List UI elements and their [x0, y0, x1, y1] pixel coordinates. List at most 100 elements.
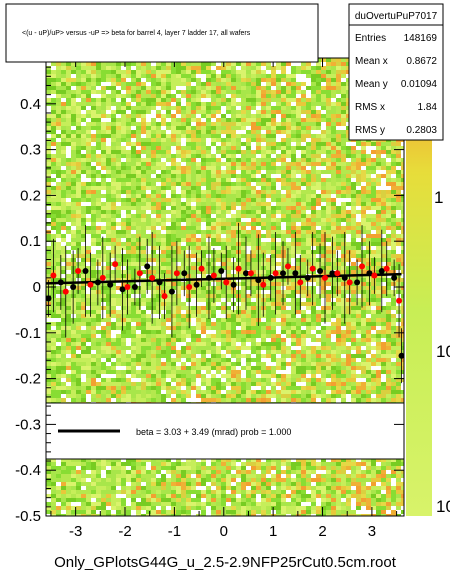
- x-tick-label: 1: [269, 523, 277, 540]
- data-point: [149, 274, 156, 281]
- data-point: [255, 277, 262, 284]
- x-tick-label: 3: [368, 523, 376, 540]
- data-point: [329, 270, 336, 277]
- data-point: [124, 284, 131, 290]
- chart-title: <(u - uP)/uP> versus -uP => beta for bar…: [22, 30, 251, 37]
- y-tick-label: 0: [33, 279, 41, 296]
- colorbar-label-10-bottom: 10: [436, 497, 450, 516]
- data-point: [136, 270, 143, 277]
- data-point: [218, 267, 225, 274]
- y-tick-label: 0.2: [20, 187, 41, 204]
- data-point: [210, 272, 217, 279]
- data-point: [317, 267, 324, 274]
- data-point: [173, 270, 180, 277]
- data-point: [107, 281, 114, 288]
- data-point: [334, 270, 341, 277]
- x-tick-label: 2: [318, 523, 326, 540]
- data-point: [119, 286, 126, 293]
- data-point: [205, 274, 212, 281]
- data-point: [304, 274, 311, 281]
- colorbar-label-1: 1: [434, 188, 443, 207]
- data-point: [378, 267, 385, 274]
- y-tick-label: 0.4: [20, 96, 41, 113]
- title-box: <(u - uP)/uP> versus -uP => beta for bar…: [5, 3, 319, 63]
- data-point: [186, 284, 193, 290]
- data-point: [354, 279, 361, 286]
- data-point: [280, 270, 287, 277]
- data-point: [82, 267, 89, 274]
- stats-rms-x-value: 1.84: [418, 102, 438, 113]
- data-point: [242, 270, 249, 277]
- data-point: [198, 265, 205, 272]
- data-point: [260, 281, 267, 288]
- data-point: [87, 281, 94, 288]
- stats-box: duOvertuPuP7017 Entries 148169 Mean x 0.…: [348, 3, 444, 141]
- data-point: [235, 265, 242, 272]
- fit-line: [45, 272, 402, 285]
- data-point: [391, 274, 398, 281]
- data-point: [341, 274, 348, 281]
- colorbar-label-10: 10: [436, 342, 450, 361]
- axes: -3 -2 -1 0 1 2 3 -0.5 -0.4 -0.3 -0.2 -0.1 0 0.1 0.2 0.3…: [15, 58, 404, 540]
- data-point: [193, 281, 200, 288]
- stats-rms-y-label: RMS y: [355, 125, 385, 136]
- data-point: [70, 284, 77, 290]
- data-point: [247, 270, 254, 277]
- data-point: [57, 279, 64, 286]
- data-point: [46, 295, 52, 302]
- data-point: [309, 265, 316, 272]
- data-point: [383, 265, 390, 272]
- data-point: [94, 279, 101, 286]
- y-tick-label: -0.4: [15, 462, 41, 479]
- x-tick-label: -1: [168, 523, 181, 540]
- stats-entries-label: Entries: [355, 33, 386, 44]
- y-tick-label: -0.5: [15, 508, 41, 525]
- data-point: [75, 267, 82, 274]
- data-point: [156, 279, 163, 286]
- data-point: [62, 288, 69, 295]
- data-point: [398, 352, 404, 359]
- data-point: [371, 272, 378, 279]
- data-point: [396, 297, 403, 304]
- y-tick-label: -0.2: [15, 371, 41, 388]
- x-tick-label: -3: [69, 523, 82, 540]
- data-point: [168, 288, 175, 295]
- data-point: [181, 270, 188, 277]
- data-point: [131, 284, 138, 290]
- data-point: [267, 274, 274, 281]
- data-point: [359, 263, 366, 270]
- data-point: [366, 270, 373, 277]
- data-point: [161, 293, 168, 300]
- data-point: [297, 279, 304, 286]
- data-point: [292, 270, 299, 277]
- data-point: [230, 281, 237, 288]
- stats-name: duOvertuPuP7017: [355, 11, 438, 22]
- data-point: [144, 263, 151, 270]
- data-point: [321, 274, 328, 281]
- stats-mean-y-value: 0.01094: [401, 79, 438, 90]
- stats-mean-y-label: Mean y: [355, 79, 388, 90]
- fit-legend-text: beta = 3.03 + 3.49 (mrad) prob = 1.000: [136, 427, 291, 437]
- heatmap-cells: [46, 58, 404, 516]
- stats-entries-value: 148169: [404, 33, 438, 44]
- y-tick-label: -0.1: [15, 325, 41, 342]
- y-tick-label: -0.3: [15, 416, 41, 433]
- y-tick-label: 0.1: [20, 233, 41, 250]
- data-point: [99, 274, 106, 281]
- data-markers: [46, 261, 404, 359]
- data-point: [223, 279, 230, 286]
- stats-rms-y-value: 0.2803: [406, 125, 437, 136]
- stats-mean-x-value: 0.8672: [406, 56, 437, 67]
- footer-filename: Only_GPlotsG44G_u_2.5-2.9NFP25rCut0.5cm.…: [54, 554, 397, 571]
- y-tick-label: 0.3: [20, 142, 41, 159]
- stats-rms-x-label: RMS x: [355, 102, 385, 113]
- data-point: [284, 263, 291, 270]
- data-point: [112, 261, 119, 268]
- x-tick-label: -2: [118, 523, 131, 540]
- data-point: [346, 279, 353, 286]
- data-point: [272, 270, 279, 277]
- stats-mean-x-label: Mean x: [355, 56, 388, 67]
- x-tick-label: 0: [220, 523, 228, 540]
- fit-legend: beta = 3.03 + 3.49 (mrad) prob = 1.000: [45, 402, 405, 460]
